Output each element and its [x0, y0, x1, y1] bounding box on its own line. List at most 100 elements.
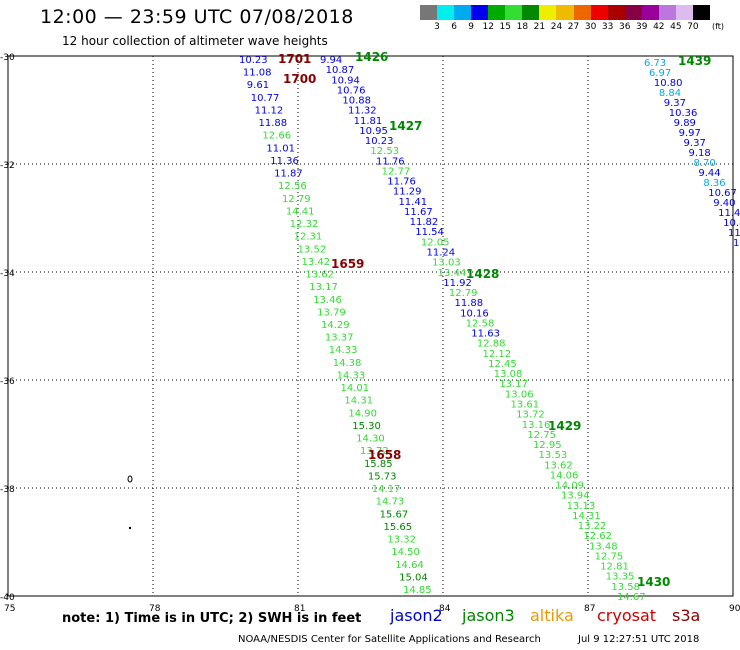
pass-time-label: 1426	[355, 50, 388, 64]
satellite-label-jason3: jason3	[462, 606, 515, 625]
wave-height-label: 11.29	[393, 187, 422, 198]
wave-height-label: 11.41	[398, 197, 427, 208]
wave-height-label: 14.67	[617, 592, 646, 603]
legend-tick-label: 33	[601, 22, 614, 32]
latitude-tick-label: -34	[0, 269, 15, 279]
legend-tick-label: 45	[670, 22, 682, 32]
wave-height-label: 15.85	[364, 459, 393, 470]
map-frame	[7, 55, 734, 597]
legend-swatch	[454, 5, 472, 20]
footer-note: note: 1) Time is in UTC; 2) SWH is in fe…	[62, 611, 362, 626]
wave-height-label: 13.62	[544, 460, 573, 471]
wave-height-label: 13.46	[313, 295, 342, 306]
legend-swatch	[420, 5, 438, 20]
wave-height-label: 11.54	[415, 227, 444, 238]
wave-height-label: 10.76	[337, 85, 366, 96]
satellite-label-jason2: jason2	[390, 606, 443, 625]
legend-swatch	[573, 5, 591, 20]
wave-height-label: 10.16	[460, 308, 489, 319]
wave-height-label: 12.32	[290, 219, 319, 230]
wave-height-label: 11.32	[348, 106, 377, 117]
legend-swatch	[522, 5, 540, 20]
wave-height-label: 13.72	[516, 410, 545, 421]
wave-height-label: 12.66	[262, 131, 291, 142]
wave-height-label: 11.4	[718, 208, 740, 219]
wave-height-label: 11.67	[404, 207, 433, 218]
wave-height-label: 15.67	[380, 509, 409, 520]
wave-height-label: 12.79	[282, 194, 311, 205]
longitude-tick-label: 81	[294, 604, 305, 614]
wave-height-label: 14.06	[550, 470, 579, 481]
wave-height-label: 11.82	[410, 217, 439, 228]
legend-swatch	[471, 5, 489, 20]
legend-tick-label: 15	[499, 22, 512, 32]
wave-height-label: 14.41	[286, 206, 315, 217]
wave-height-label: 10.80	[654, 78, 683, 89]
satellite-label-altika: altika	[530, 606, 574, 625]
wave-height-label: 12.12	[483, 349, 512, 360]
wave-height-label: 11.36	[270, 156, 299, 167]
wave-height-label: 9.40	[713, 198, 735, 209]
wave-height-label: 14.17	[372, 484, 401, 495]
wave-height-label: 11.	[728, 228, 740, 239]
legend-swatch	[488, 5, 506, 20]
wave-height-label: 9.37	[664, 98, 686, 109]
wave-height-label: 9.89	[674, 118, 696, 129]
pass-time-label: 1429	[548, 419, 581, 433]
wave-height-label: 12.75	[527, 430, 556, 441]
wave-height-label: 14.30	[356, 434, 385, 445]
wave-height-label: 14.73	[376, 497, 405, 508]
wave-height-label: 12.79	[449, 288, 478, 299]
wave-height-label: 10.8	[723, 218, 740, 229]
wave-height-label: 10.77	[251, 93, 280, 104]
wave-height-label: 8.84	[659, 88, 681, 99]
legend-tick-label: 3	[434, 22, 440, 32]
legend-tick-label: 6	[451, 22, 457, 32]
latitude-tick-label: -36	[0, 377, 15, 387]
legend-tick-label: 36	[618, 22, 631, 32]
legend-swatch	[675, 5, 694, 20]
wave-height-label: 11.76	[376, 156, 405, 167]
wave-height-label: 6.97	[649, 68, 671, 79]
wave-height-label: 14.33	[329, 345, 358, 356]
satellite-label-s3a: s3a	[672, 606, 701, 625]
wave-height-label: 10.87	[326, 65, 355, 76]
legend-tick-label: 30	[584, 22, 597, 32]
wave-height-label: 8.70	[693, 158, 715, 169]
wave-height-label: 10.23	[239, 55, 268, 66]
wave-height-label: 13.35	[606, 572, 635, 583]
wave-height-label: 11.08	[243, 68, 272, 79]
longitude-tick-label: 90	[729, 604, 740, 614]
legend-swatch	[658, 5, 677, 20]
generated-timestamp: Jul 9 12:27:51 UTC 2018	[578, 634, 700, 645]
wave-height-label: 10.88	[342, 96, 371, 107]
wave-height-label: 12.31	[294, 232, 323, 243]
wave-height-label: 14.09	[555, 481, 584, 492]
longitude-tick-label: 75	[4, 604, 15, 614]
wave-height-label: 12.53	[370, 146, 399, 157]
wave-height-label: 9.18	[689, 148, 711, 159]
pass-time-label: 1430	[637, 575, 670, 589]
legend-swatch	[556, 5, 574, 20]
pass-time-label: 1439	[678, 54, 711, 68]
wave-height-label: 14.85	[403, 585, 432, 596]
wave-height-label: 14.50	[391, 547, 420, 558]
wave-height-label: 14.01	[341, 383, 370, 394]
legend-swatch	[692, 5, 711, 20]
wave-height-label: 11.88	[259, 118, 288, 129]
color-legend: 3 6 9 12 15 18 21 24 27 30 33 36 39 42 45 70 (ft)	[420, 5, 732, 35]
wave-height-label: 9.61	[247, 80, 269, 91]
legend-swatch	[437, 5, 455, 20]
latitude-tick-label: -32	[0, 161, 15, 171]
wave-height-label: 12.77	[382, 166, 411, 177]
wave-height-label: 10.23	[365, 136, 394, 147]
wave-height-label: 13.52	[298, 244, 327, 255]
wave-height-label: 12.58	[466, 318, 495, 329]
wave-height-label: 13.22	[578, 521, 607, 532]
legend-tick-label: 24	[550, 22, 563, 32]
page-subtitle: 12 hour collection of altimeter wave hei…	[62, 34, 328, 48]
wave-height-label: 10.94	[331, 75, 360, 86]
wave-height-label: 11.88	[454, 298, 483, 309]
legend-tick-label: 42	[653, 22, 665, 32]
legend-tick-label: 12	[482, 22, 494, 32]
